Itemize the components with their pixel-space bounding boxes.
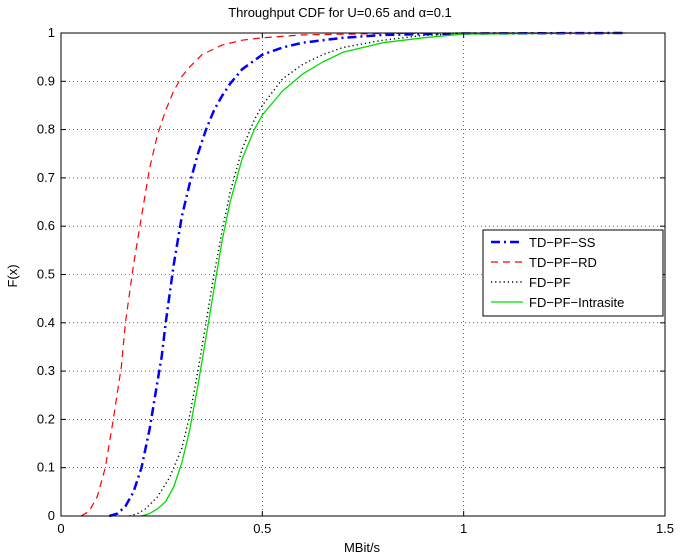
legend-label: FD−PF	[529, 275, 571, 290]
x-tick-label: 1.5	[656, 521, 674, 536]
series-line	[129, 32, 625, 517]
series-lines	[80, 31, 625, 518]
series-line	[108, 31, 625, 518]
y-tick-label: 0.3	[37, 363, 55, 378]
x-tick-label: 0.5	[253, 521, 271, 536]
x-tick-label: 0	[57, 521, 64, 536]
y-tick-label: 0.7	[37, 170, 55, 185]
x-tick-label: 1	[460, 521, 467, 536]
legend-box	[482, 229, 664, 317]
y-tick-label: 1	[48, 25, 55, 40]
grid-lines	[61, 33, 665, 516]
y-tick-label: 0.6	[37, 218, 55, 233]
y-tick-label: 0.1	[37, 460, 55, 475]
series-line	[80, 32, 625, 517]
axis-ticks: 0 0.5 1 1.5 0 0.1 0.2 0.3 0.4 0.5 0.6 0.7 0.8 0.9 1	[37, 25, 674, 536]
chart-title: Throughput CDF for U=0.65 and α=0.1	[228, 5, 452, 20]
legend-label: TD−PF−SS	[529, 235, 596, 250]
series-line	[141, 32, 625, 517]
y-tick-label: 0.5	[37, 267, 55, 282]
y-tick-label: 0.2	[37, 411, 55, 426]
y-axis-label: F(x)	[5, 264, 20, 287]
y-tick-label: 0.8	[37, 122, 55, 137]
y-tick-label: 0.9	[37, 73, 55, 88]
legend-label: FD−PF−Intrasite	[529, 295, 624, 310]
y-tick-label: 0	[48, 508, 55, 523]
x-axis-label: MBit/s	[344, 540, 381, 555]
legend-label: TD−PF−RD	[529, 255, 597, 270]
legend: TD−PF−SS TD−PF−RD FD−PF FD−PF−Intrasite	[482, 229, 664, 317]
y-tick-label: 0.4	[37, 315, 55, 330]
